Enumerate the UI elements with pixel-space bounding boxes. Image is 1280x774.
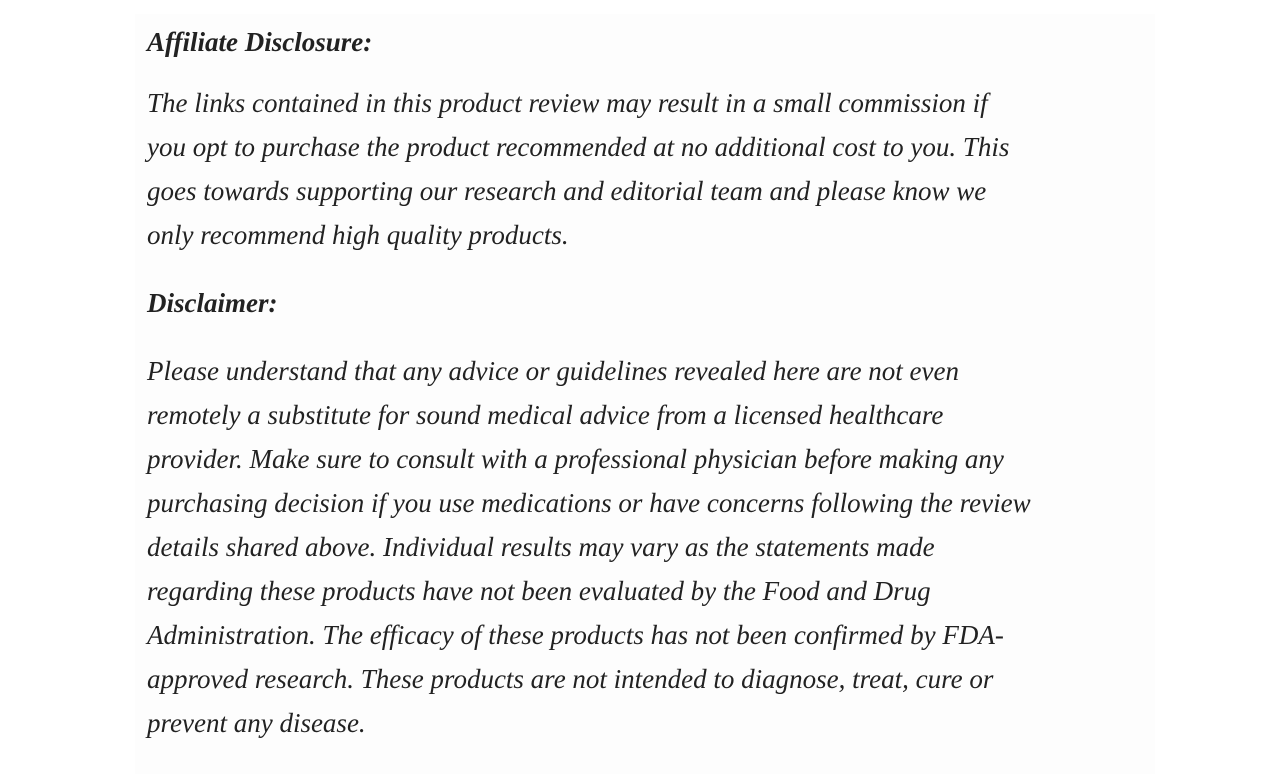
paragraph-line: purchasing decision if you use medicatio… (147, 488, 1031, 518)
paragraph-line: details shared above. Individual results… (147, 532, 935, 562)
affiliate-heading: Affiliate Disclosure: (147, 27, 373, 57)
paragraph-line: regarding these products have not been e… (147, 576, 931, 606)
paragraph-line: The links contained in this product revi… (147, 88, 988, 118)
content-box (135, 14, 1155, 774)
paragraph-line: Please understand that any advice or gui… (147, 356, 960, 386)
paragraph-line: provider. Make sure to consult with a pr… (147, 444, 1004, 474)
disclaimer-paragraph: Please understand that any advice or gui… (147, 349, 1031, 745)
paragraph-line: goes towards supporting our research and… (147, 176, 987, 206)
paragraph-line: prevent any disease. (147, 708, 366, 738)
paragraph-line: you opt to purchase the product recommen… (147, 132, 1010, 162)
disclosure-content: Affiliate Disclosure: The links containe… (147, 0, 1031, 745)
paragraph-line: approved research. These products are no… (147, 664, 994, 694)
paragraph-line: only recommend high quality products. (147, 220, 569, 250)
paragraph-line: remotely a substitute for sound medical … (147, 400, 944, 430)
disclaimer-heading: Disclaimer: (147, 288, 278, 318)
affiliate-paragraph: The links contained in this product revi… (147, 81, 1031, 257)
paragraph-line: Administration. The efficacy of these pr… (147, 620, 1004, 650)
